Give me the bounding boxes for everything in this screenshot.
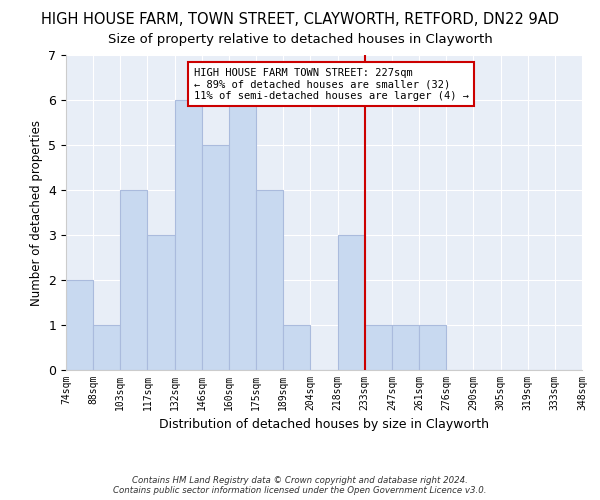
Bar [121,190,148,370]
Bar [365,325,392,370]
Text: Contains HM Land Registry data © Crown copyright and database right 2024.
Contai: Contains HM Land Registry data © Crown c… [113,476,487,495]
Bar [93,325,121,370]
Bar [148,235,175,370]
Text: Size of property relative to detached houses in Clayworth: Size of property relative to detached ho… [107,32,493,46]
Bar [392,325,419,370]
Text: HIGH HOUSE FARM, TOWN STREET, CLAYWORTH, RETFORD, DN22 9AD: HIGH HOUSE FARM, TOWN STREET, CLAYWORTH,… [41,12,559,28]
Y-axis label: Number of detached properties: Number of detached properties [30,120,43,306]
X-axis label: Distribution of detached houses by size in Clayworth: Distribution of detached houses by size … [159,418,489,432]
Bar [338,235,365,370]
Bar [66,280,93,370]
Bar [175,100,202,370]
Bar [256,190,283,370]
Bar [283,325,310,370]
Bar [229,100,256,370]
Text: HIGH HOUSE FARM TOWN STREET: 227sqm
← 89% of detached houses are smaller (32)
11: HIGH HOUSE FARM TOWN STREET: 227sqm ← 89… [194,68,469,101]
Bar [202,145,229,370]
Bar [419,325,446,370]
